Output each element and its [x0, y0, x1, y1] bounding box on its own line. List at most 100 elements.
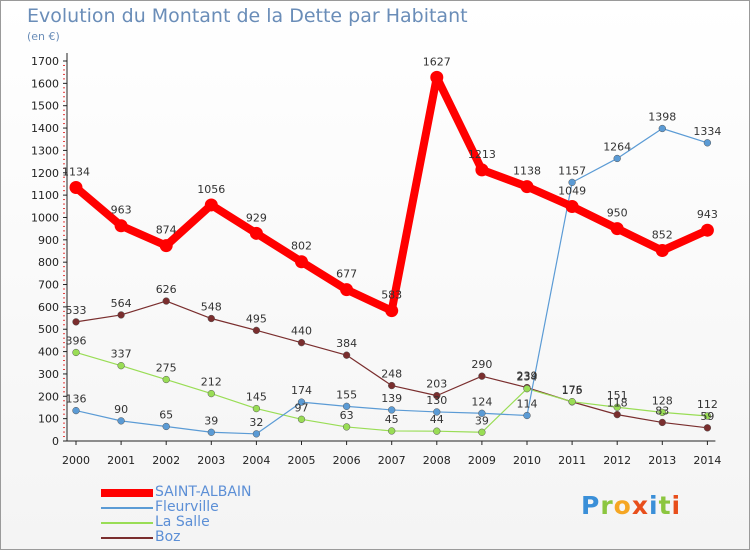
- data-label-boz: 533: [66, 304, 87, 317]
- data-label-fleurville: 130: [426, 394, 447, 407]
- x-tick-label: 2013: [648, 454, 676, 467]
- data-point-fleurville: [72, 406, 80, 415]
- data-label-fleurville: 139: [381, 392, 402, 405]
- legend-item-saint-albain: SAINT-ALBAIN: [101, 484, 351, 500]
- data-point-fleurville: [568, 178, 576, 187]
- data-point-saint-albain: [655, 244, 669, 258]
- data-label-boz: 203: [426, 378, 447, 391]
- data-label-boz: 564: [111, 297, 132, 310]
- y-tick-label: 800: [38, 256, 59, 269]
- legend-item-la-salle: La Salle: [101, 514, 351, 530]
- y-tick-label: 1200: [31, 167, 59, 180]
- data-label-saint-albain: 1134: [62, 166, 90, 179]
- data-label-saint-albain: 677: [336, 268, 357, 281]
- data-point-la-salle: [117, 362, 125, 370]
- data-point-fleurville: [658, 124, 666, 133]
- data-label-la-salle: 212: [201, 376, 222, 389]
- data-label-boz: 440: [291, 325, 312, 338]
- data-point-la-salle: [72, 348, 80, 357]
- x-tick-label: 2006: [333, 454, 361, 467]
- data-label-fleurville: 1264: [603, 140, 631, 153]
- data-label-la-salle: 151: [607, 389, 628, 402]
- data-point-la-salle: [523, 385, 531, 393]
- data-label-fleurville: 174: [291, 384, 312, 397]
- data-point-fleurville: [342, 402, 351, 411]
- y-tick-label: 1100: [31, 189, 59, 202]
- y-tick-label: 900: [38, 234, 59, 247]
- data-label-fleurville: 39: [204, 414, 218, 427]
- data-label-la-salle: 44: [430, 413, 444, 426]
- data-label-saint-albain: 1627: [423, 55, 451, 68]
- data-label-boz: 248: [381, 368, 402, 381]
- data-label-saint-albain: 874: [156, 224, 177, 237]
- data-label-la-salle: 275: [156, 362, 177, 375]
- data-point-fleurville: [117, 417, 125, 425]
- data-point-boz: [117, 311, 125, 319]
- data-label-la-salle: 396: [66, 334, 87, 347]
- data-point-saint-albain: [340, 283, 354, 297]
- data-point-saint-albain: [565, 200, 579, 214]
- data-label-fleurville: 1334: [693, 125, 721, 138]
- data-label-la-salle: 176: [562, 384, 583, 397]
- y-tick-label: 400: [38, 346, 59, 359]
- data-point-la-salle: [252, 404, 261, 413]
- data-point-boz: [703, 424, 712, 432]
- y-tick-label: 500: [38, 323, 59, 336]
- data-point-la-salle: [162, 375, 170, 384]
- data-label-saint-albain: 1049: [558, 185, 586, 198]
- data-label-la-salle: 39: [475, 414, 489, 427]
- y-tick-label: 700: [38, 279, 59, 292]
- x-tick-label: 2010: [513, 454, 541, 467]
- legend-swatch: [101, 537, 153, 539]
- legend-item-boz: Boz: [101, 529, 351, 545]
- data-point-la-salle: [658, 408, 666, 417]
- data-label-boz: 290: [471, 358, 492, 371]
- y-tick-label: 100: [38, 413, 59, 426]
- data-point-boz: [342, 351, 351, 359]
- data-label-boz: 59: [700, 410, 714, 423]
- legend-swatch: [101, 522, 153, 524]
- series-lines: [69, 70, 714, 438]
- data-label-la-salle: 128: [652, 394, 673, 407]
- data-point-la-salle: [342, 423, 351, 431]
- data-point-saint-albain: [700, 223, 714, 237]
- proxiti-logo: Proxiti: [581, 491, 681, 520]
- data-label-boz: 626: [156, 283, 177, 296]
- data-point-boz: [478, 372, 486, 380]
- legend: SAINT-ALBAIN Fleurville La Salle Boz: [101, 484, 351, 545]
- legend-label: Boz: [155, 529, 181, 545]
- data-point-saint-albain: [385, 304, 399, 318]
- data-point-saint-albain: [475, 163, 489, 177]
- data-label-boz: 175: [562, 384, 583, 397]
- chart-title: Evolution du Montant de la Dette par Hab…: [27, 5, 468, 27]
- data-point-fleurville: [162, 422, 170, 431]
- data-point-la-salle: [478, 428, 486, 436]
- data-label-boz: 118: [607, 397, 628, 410]
- y-tick-label: 200: [38, 390, 59, 403]
- legend-label: Fleurville: [155, 499, 219, 515]
- data-point-la-salle: [613, 403, 621, 411]
- data-label-saint-albain: 1138: [513, 165, 541, 178]
- legend-item-fleurville: Fleurville: [101, 499, 351, 515]
- x-tick-label: 2003: [197, 454, 225, 467]
- data-label-la-salle: 112: [697, 398, 718, 411]
- y-tick-label: 1300: [31, 144, 59, 157]
- data-point-boz: [72, 318, 80, 326]
- data-label-boz: 83: [655, 404, 669, 417]
- data-label-saint-albain: 950: [607, 207, 628, 220]
- data-label-fleurville: 32: [249, 416, 263, 429]
- y-tick-label: 1400: [31, 122, 59, 135]
- x-tick-label: 2009: [468, 454, 496, 467]
- y-tick-label: 600: [38, 301, 59, 314]
- data-label-fleurville: 90: [114, 403, 128, 416]
- data-label-boz: 239: [517, 370, 538, 383]
- x-tick-label: 2008: [423, 454, 451, 467]
- x-tick-label: 2012: [603, 454, 631, 467]
- x-tick-label: 2014: [693, 454, 721, 467]
- x-tick-label: 2004: [242, 454, 270, 467]
- data-point-saint-albain: [69, 181, 83, 195]
- legend-label: SAINT-ALBAIN: [155, 484, 252, 500]
- data-point-la-salle: [433, 427, 441, 435]
